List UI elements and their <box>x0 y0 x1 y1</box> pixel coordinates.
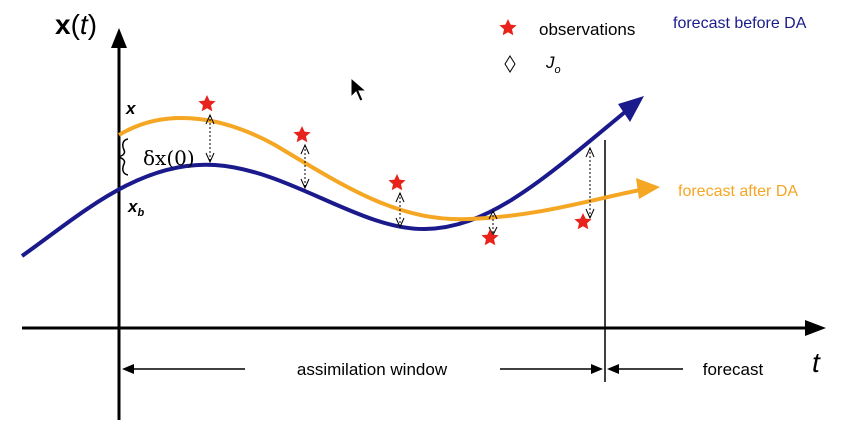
label-xb: xb <box>127 197 144 219</box>
legend-forecast-before-label: forecast before DA <box>673 15 807 32</box>
y-axis-arrowhead <box>111 28 127 48</box>
observation-star <box>293 126 311 143</box>
label-x: x <box>125 99 137 118</box>
mouse-pointer-icon <box>350 76 368 102</box>
x-axis-arrowhead <box>805 320 826 336</box>
forecast-before-curve <box>20 110 627 258</box>
forecast-after-label: forecast after DA <box>678 183 798 200</box>
delta-brace <box>117 138 129 176</box>
forecast-label: forecast <box>703 360 764 379</box>
observation-star <box>574 213 592 230</box>
x-axis-label: t <box>812 347 821 378</box>
y-axis-label: x(t) <box>55 9 97 40</box>
observation-star <box>388 174 406 191</box>
legend-jo-label: Jo <box>545 53 561 76</box>
label-delta-x0: δx(0) <box>143 146 195 170</box>
legend-jo-diamond-icon <box>504 55 516 73</box>
assimilation-window-label: assimilation window <box>297 360 448 379</box>
legend: observations Jo forecast before DA <box>499 15 807 76</box>
forecast-before-arrowhead <box>618 96 644 122</box>
legend-observations-label: observations <box>539 20 635 39</box>
legend-observation-star <box>499 19 517 36</box>
observation-stars <box>198 95 592 246</box>
forecast-after-curve <box>117 116 641 222</box>
forecast-after-arrowhead <box>636 178 660 199</box>
observation-star <box>198 95 216 112</box>
observation-star <box>481 229 499 246</box>
